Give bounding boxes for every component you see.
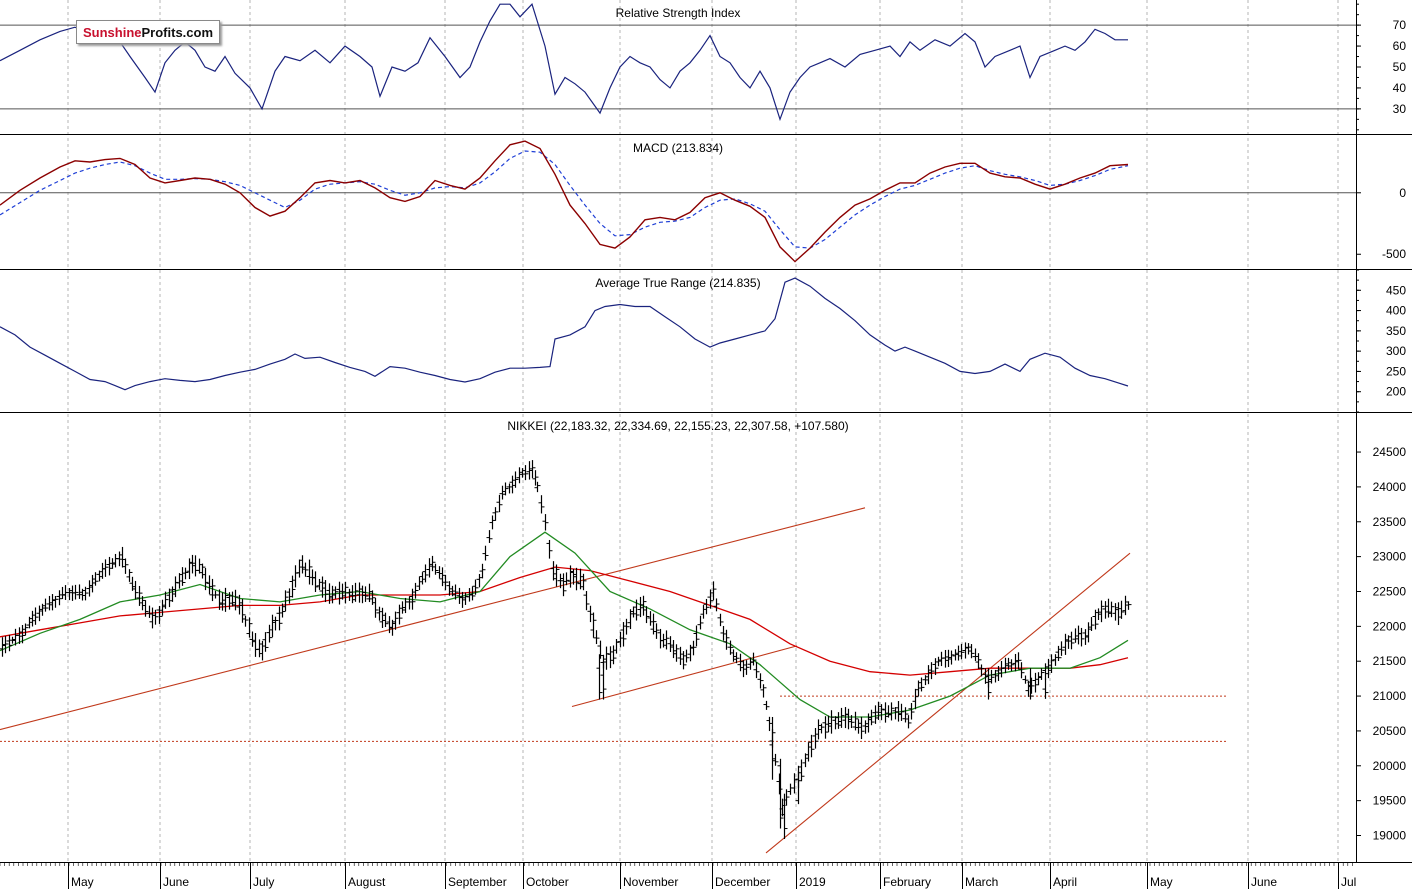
moving-average-slow	[0, 566, 1129, 676]
nikkei-y-tick-label: 22000	[1373, 619, 1407, 633]
atr-y-tick-label: 250	[1386, 364, 1406, 378]
atr-y-tick-label: 300	[1386, 344, 1406, 358]
macd-line	[0, 140, 1129, 263]
brand-logo: Sunshine Profits.com	[76, 20, 221, 44]
macd-y-tick-label: -500	[1382, 247, 1406, 261]
x-axis-label: November	[623, 875, 678, 889]
trendline	[571, 645, 798, 708]
x-axis-label: 2019	[799, 875, 826, 889]
nikkei-y-tick-label: 21000	[1373, 689, 1407, 703]
x-axis-label: May	[1150, 875, 1173, 889]
rsi-y-tick-label: 40	[1393, 81, 1407, 95]
nikkei-y-tick-label: 23500	[1373, 515, 1407, 529]
nikkei-y-tick-label: 20500	[1373, 724, 1407, 738]
atr-y-tick-label: 200	[1386, 385, 1406, 399]
nikkei-y-tick-label: 24500	[1373, 445, 1407, 459]
rsi-y-tick-label: 70	[1393, 18, 1407, 32]
macd-panel-title: MACD (213.834)	[633, 141, 723, 155]
moving-average-fast	[0, 531, 1129, 718]
brand-logo-part1: Sunshine	[83, 24, 142, 40]
x-axis-label: June	[1251, 875, 1277, 889]
x-axis-label: April	[1053, 875, 1077, 889]
atr-y-tick-label: 350	[1386, 324, 1406, 338]
rsi-y-tick-label: 50	[1393, 60, 1407, 74]
x-axis-label: February	[883, 875, 931, 889]
nikkei-y-tick-label: 19500	[1373, 794, 1407, 808]
trendline	[765, 552, 1131, 854]
x-axis-label: October	[526, 875, 569, 889]
trendline	[0, 507, 866, 731]
nikkei-y-tick-label: 24000	[1373, 480, 1407, 494]
atr-y-tick-label: 400	[1386, 304, 1406, 318]
nikkei-y-tick-label: 21500	[1373, 654, 1407, 668]
macd-signal-line	[0, 150, 1129, 249]
x-axis-label: May	[71, 875, 94, 889]
brand-logo-part2: Profits.com	[141, 24, 214, 40]
x-axis-label: September	[448, 875, 507, 889]
x-axis-label: December	[715, 875, 770, 889]
x-axis-label: August	[348, 875, 386, 889]
rsi-y-tick-label: 30	[1393, 102, 1407, 116]
nikkei-panel-title: NIKKEI (22,183.32, 22,334.69, 22,155.23,…	[507, 419, 848, 433]
x-axis-label: Jul	[1341, 875, 1356, 889]
rsi-y-tick-label: 60	[1393, 39, 1407, 53]
atr-y-tick-label: 450	[1386, 283, 1406, 297]
x-axis-label: July	[253, 875, 274, 889]
x-axis-label: March	[965, 875, 998, 889]
label-layer: Relative Strength Index 30 40 50 60 70 MACD (2…	[71, 6, 1406, 889]
macd-y-tick-label: 0	[1399, 186, 1406, 200]
nikkei-y-tick-label: 20000	[1373, 759, 1407, 773]
atr-panel-title: Average True Range (214.835)	[595, 276, 760, 290]
nikkei-y-tick-label: 22500	[1373, 584, 1407, 598]
rsi-panel-title: Relative Strength Index	[616, 6, 741, 20]
series-layer	[0, 3, 1356, 854]
nikkei-y-tick-label: 19000	[1373, 829, 1407, 843]
rsi-series-line	[0, 3, 1128, 122]
x-axis-label: June	[163, 875, 189, 889]
atr-series-line	[0, 277, 1129, 391]
nikkei-y-tick-label: 23000	[1373, 550, 1407, 564]
